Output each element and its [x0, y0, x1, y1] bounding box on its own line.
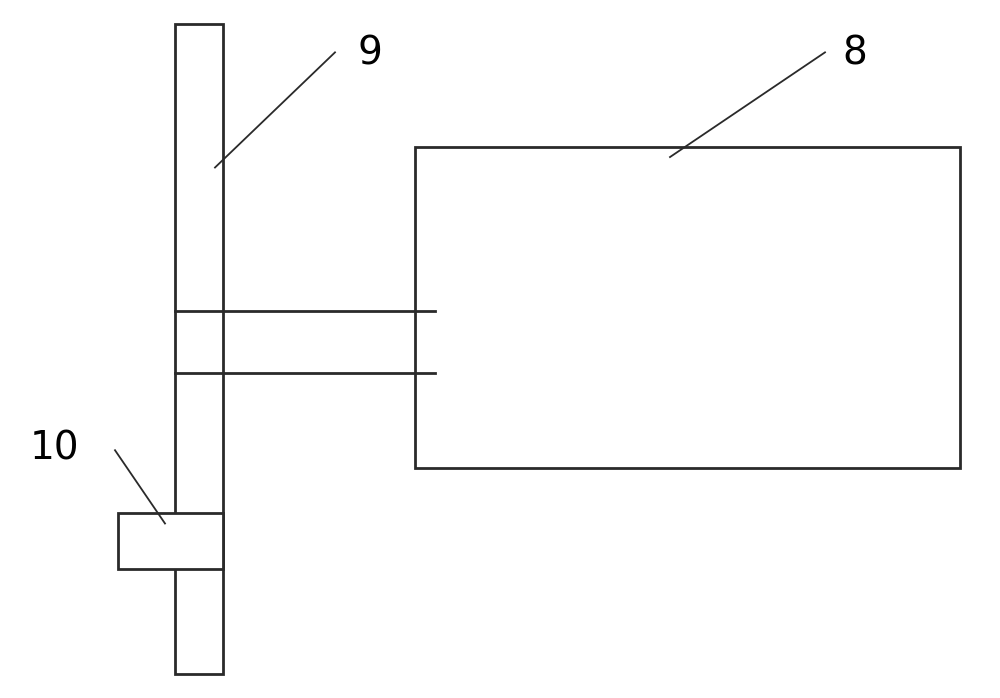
Text: 9: 9 [358, 35, 382, 73]
Bar [175, 24, 223, 674]
Text: 10: 10 [30, 429, 80, 467]
Text: 8: 8 [843, 35, 867, 73]
Bar [118, 513, 223, 569]
Bar [415, 147, 960, 468]
